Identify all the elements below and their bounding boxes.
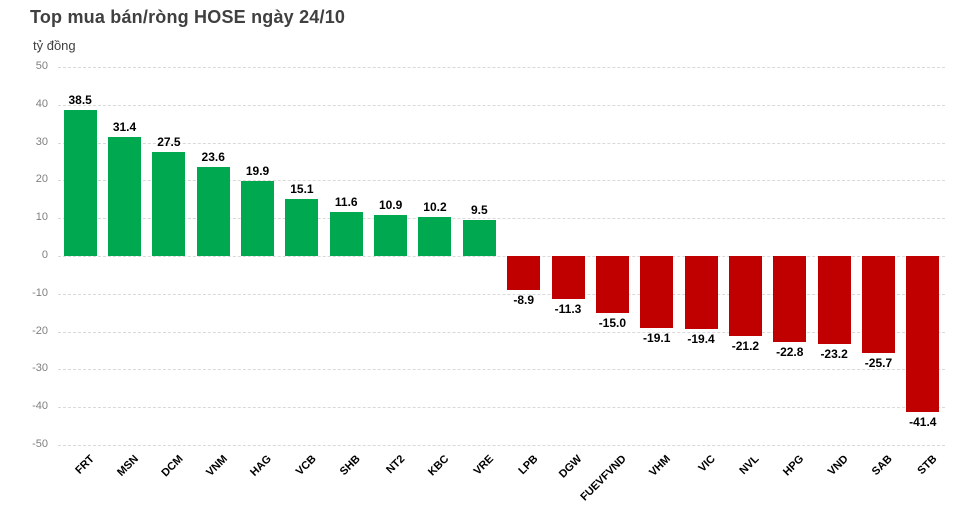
category-label: FUEVFVND: [578, 453, 629, 504]
category-label: VNM: [203, 453, 230, 479]
category-label: FRT: [73, 453, 97, 477]
bar-NVL: [728, 256, 762, 337]
category-label: VRE: [471, 453, 496, 478]
bar-LPB: [507, 256, 541, 290]
category-label: SHB: [337, 453, 363, 478]
value-label: 23.6: [201, 149, 225, 164]
gridline: [58, 407, 945, 409]
bar-VNM: [196, 166, 230, 256]
gridline: [58, 67, 945, 68]
value-label: 10.9: [378, 197, 403, 212]
bar-STB: [906, 256, 940, 413]
value-label: 19.9: [245, 163, 270, 178]
value-label: -15.0: [598, 315, 627, 330]
category-label: NT2: [383, 453, 408, 477]
y-tick-label: 50: [35, 60, 48, 72]
category-label: VCB: [293, 453, 319, 478]
value-label: -22.8: [776, 345, 804, 360]
bar-VHM: [640, 256, 674, 329]
bar-MSN: [108, 137, 142, 256]
category-label: DGW: [557, 453, 585, 481]
category-label: MSN: [115, 453, 142, 479]
y-axis-unit-label: tỷ đồng: [33, 38, 76, 53]
value-label: -8.9: [513, 292, 535, 307]
gridline: [58, 104, 945, 106]
category-label: STB: [915, 453, 940, 478]
y-tick-label: -30: [32, 362, 48, 375]
value-label: -23.2: [820, 346, 848, 361]
chart-title: Top mua bán/ròng HOSE ngày 24/10: [30, 7, 346, 27]
bar-KBC: [418, 217, 452, 256]
bar-DGW: [551, 256, 585, 299]
y-tick-label: 20: [35, 173, 48, 186]
value-label: 38.5: [68, 93, 92, 108]
y-tick-label: -20: [32, 324, 48, 337]
gridline: [58, 331, 945, 333]
gridline: [58, 180, 945, 182]
bar-VIC: [684, 256, 718, 330]
gridline: [58, 218, 945, 220]
bar-HAG: [241, 180, 275, 256]
bar-VCB: [285, 198, 319, 256]
y-tick-label: -40: [32, 400, 48, 413]
bar-SAB: [861, 256, 895, 354]
category-label: HAG: [248, 453, 275, 479]
y-tick-label: 10: [35, 211, 48, 224]
value-label: -19.1: [643, 331, 671, 346]
value-label: 27.5: [157, 135, 181, 150]
bar-FRT: [63, 110, 97, 256]
gridline: [58, 293, 945, 295]
category-label: VHM: [647, 453, 674, 479]
category-label: DCM: [159, 453, 186, 480]
category-label: LPB: [516, 453, 541, 478]
bar-VND: [817, 256, 851, 344]
category-label: VND: [825, 453, 851, 478]
y-tick-label: 0: [41, 249, 48, 261]
value-label: -41.4: [909, 415, 937, 430]
value-label: 9.5: [470, 203, 488, 218]
bar-VRE: [462, 220, 496, 256]
category-label: NVL: [737, 453, 762, 478]
category-label: VIC: [696, 453, 718, 475]
y-tick-label: -10: [32, 286, 48, 299]
category-label: SAB: [870, 453, 895, 478]
value-label: 15.1: [290, 181, 314, 196]
gridline: [58, 369, 945, 371]
y-tick-label: -50: [32, 438, 48, 450]
bar-NT2: [374, 214, 408, 256]
category-label: KBC: [426, 453, 452, 479]
value-label: 11.6: [334, 195, 358, 210]
value-label: 10.2: [423, 200, 447, 215]
gridline: [58, 445, 945, 446]
bar-HPG: [773, 256, 807, 343]
y-tick-label: 40: [35, 97, 48, 110]
value-label: -19.4: [687, 332, 715, 347]
gridline: [58, 142, 945, 144]
gridline: [58, 256, 945, 257]
y-tick-label: 30: [35, 135, 48, 148]
category-label: HPG: [780, 453, 807, 479]
value-label: -25.7: [864, 356, 893, 371]
value-label: -21.2: [731, 339, 760, 354]
value-label: 31.4: [112, 120, 137, 135]
bar-DCM: [152, 152, 186, 256]
bar-FUEVFVND: [595, 256, 629, 313]
value-label: -11.3: [554, 301, 582, 316]
bar-SHB: [329, 212, 363, 256]
